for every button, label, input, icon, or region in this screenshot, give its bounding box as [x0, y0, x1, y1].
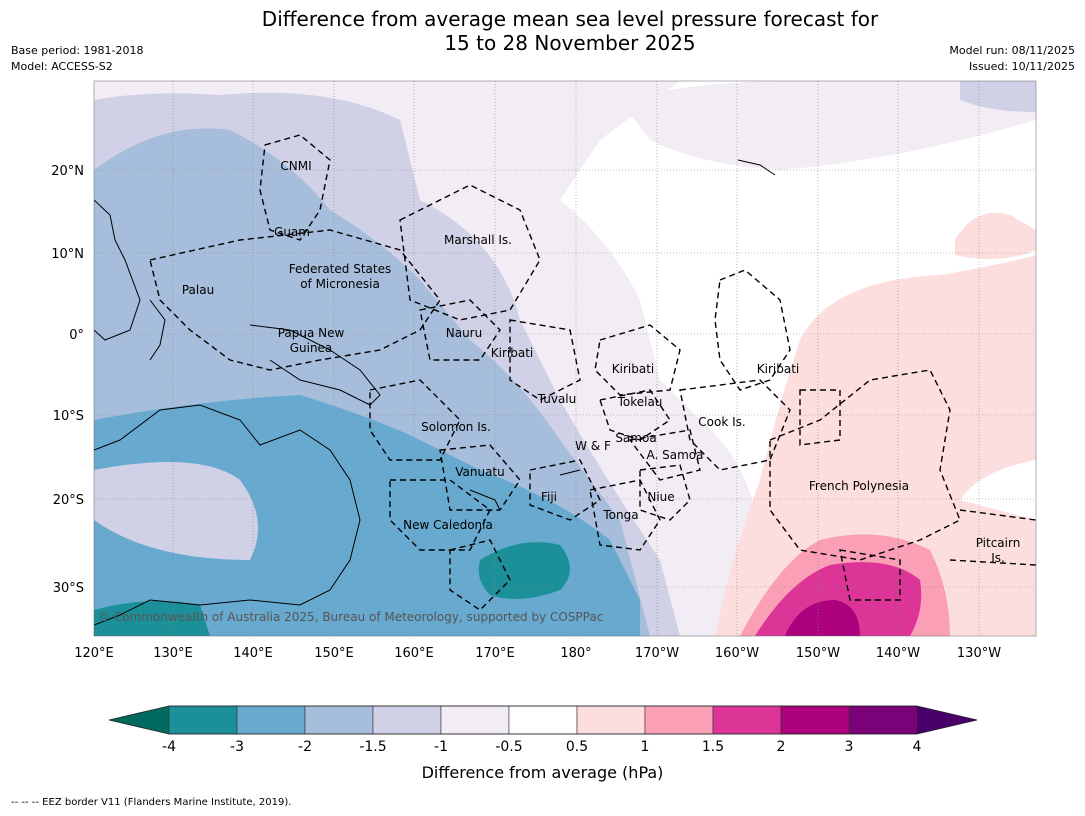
title-line-2: 15 to 28 November 2025 [444, 31, 696, 55]
graticule [94, 81, 1036, 636]
eez-borders [149, 134, 1036, 611]
label-cnmi: CNMI [280, 159, 311, 173]
colorbar-swatch [440, 705, 510, 735]
colorbar-swatch [712, 705, 782, 735]
place-labels: CNMI Guam Marshall Is. Federated States … [182, 159, 1020, 565]
label-fsm-2: of Micronesia [300, 277, 380, 291]
label-nauru: Nauru [446, 326, 482, 340]
lon-tick-label: 170°E [475, 646, 515, 661]
label-guam: Guam [274, 225, 310, 239]
label-kiribati-2: Kiribati [612, 362, 654, 376]
lon-tick-label: 140°W [876, 646, 920, 661]
label-wf: W & F [575, 439, 611, 453]
colorbar-tick-label: 3 [845, 739, 854, 755]
colorbar-swatch [644, 705, 714, 735]
colorbar-label: Difference from average (hPa) [421, 763, 664, 782]
colorbar-tick-label: -1 [434, 739, 448, 755]
lat-tick-label: 10°S [53, 409, 84, 424]
colorbar-swatch [848, 705, 918, 735]
coastlines [94, 159, 776, 626]
lat-tick-label: 20°N [51, 164, 84, 179]
label-french-polynesia: French Polynesia [809, 479, 909, 493]
lon-tick-label: 160°E [394, 646, 434, 661]
label-fiji: Fiji [541, 490, 557, 504]
colorbar-tick-label: 4 [913, 739, 922, 755]
run-info: Model run: 08/11/2025 Issued: 10/11/2025 [949, 43, 1075, 75]
colorbar-tick-label: -3 [230, 739, 244, 755]
label-pitcairn-2: Is. [991, 551, 1005, 565]
base-period-text: Base period: 1981-2018 [11, 44, 144, 57]
lon-tick-label: 160°W [715, 646, 759, 661]
colorbar-swatch [780, 705, 850, 735]
lon-tick-label: 150°W [796, 646, 840, 661]
label-marshall: Marshall Is. [444, 233, 512, 247]
colorbar-swatch [168, 705, 238, 735]
longitude-ticks: 120°E 130°E 140°E 150°E 160°E 170°E 180° 170°W 1… [74, 646, 1001, 661]
copyright-text: © Commonwealth of Australia 2025, Bureau… [98, 610, 603, 624]
colorbar-tick-label: 1 [641, 739, 650, 755]
label-tokelau: Tokelau [617, 395, 663, 409]
lat-tick-label: 10°N [51, 247, 84, 262]
label-png-2: Guinea [290, 341, 333, 355]
label-samoa: Samoa [615, 431, 656, 445]
label-palau: Palau [182, 283, 214, 297]
label-niue: Niue [647, 490, 674, 504]
label-vanuatu: Vanuatu [455, 465, 505, 479]
eez-footnote: -- -- -- EEZ border V11 (Flanders Marine… [11, 797, 292, 808]
colorbar-tick-label: -2 [298, 739, 312, 755]
label-tuvalu: Tuvalu [537, 392, 577, 406]
lon-tick-label: 120°E [74, 646, 114, 661]
label-fsm-1: Federated States [289, 262, 391, 276]
colorbar-max-arrow [917, 706, 977, 734]
label-asamoa: A. Samoa [647, 448, 704, 462]
colorbar-tick-label: 0.5 [566, 739, 588, 755]
colorbar-swatch [236, 705, 306, 735]
colorbar-swatch [304, 705, 374, 735]
lat-tick-label: 20°S [53, 493, 84, 508]
issued-text: Issued: 10/11/2025 [968, 60, 1075, 73]
latitude-ticks: 20°N 10°N 0° 10°S 20°S 30°S [51, 164, 84, 596]
model-info: Base period: 1981-2018 Model: ACCESS-S2 [11, 43, 143, 75]
label-kiribati-3: Kiribati [757, 362, 799, 376]
lon-tick-label: 130°E [153, 646, 193, 661]
title-line-1: Difference from average mean sea level p… [261, 7, 879, 31]
label-solomon: Solomon Is. [421, 420, 491, 434]
colorbar-swatch [508, 705, 578, 735]
colorbar-tick-label: 2 [777, 739, 786, 755]
label-tonga: Tonga [602, 508, 638, 522]
colorbar-tick-label: -1.5 [359, 739, 386, 755]
model-text: Model: ACCESS-S2 [11, 60, 113, 73]
colorbar-tick-label: -0.5 [495, 739, 522, 755]
model-run-text: Model run: 08/11/2025 [949, 44, 1075, 57]
colorbar-swatch [372, 705, 442, 735]
lat-tick-label: 0° [69, 328, 84, 343]
label-kiribati-1: Kiribati [491, 346, 533, 360]
lat-tick-label: 30°S [53, 581, 84, 596]
label-new-caledonia: New Caledonia [403, 518, 493, 532]
label-pitcairn-1: Pitcairn [976, 536, 1021, 550]
lon-tick-label: 140°E [233, 646, 273, 661]
colorbar-tick-label: -4 [162, 739, 176, 755]
colorbar-min-arrow [109, 706, 169, 734]
colorbar-swatch [576, 705, 646, 735]
colorbar-tick-label: 1.5 [702, 739, 724, 755]
label-png-1: Papua New [278, 326, 345, 340]
lon-tick-label: 170°W [635, 646, 679, 661]
lon-tick-label: 180° [560, 646, 591, 661]
map-title: Difference from average mean sea level p… [0, 7, 1085, 55]
lon-tick-label: 150°E [314, 646, 354, 661]
pressure-anomaly-field: © Commonwealth of Australia 2025, Bureau… [94, 81, 1036, 636]
label-cook: Cook Is. [698, 415, 745, 429]
lon-tick-label: 130°W [957, 646, 1001, 661]
colorbar: -4 -3 -2 -1.5 -1 -0.5 0.5 1 1.5 2 3 4 [108, 705, 978, 755]
